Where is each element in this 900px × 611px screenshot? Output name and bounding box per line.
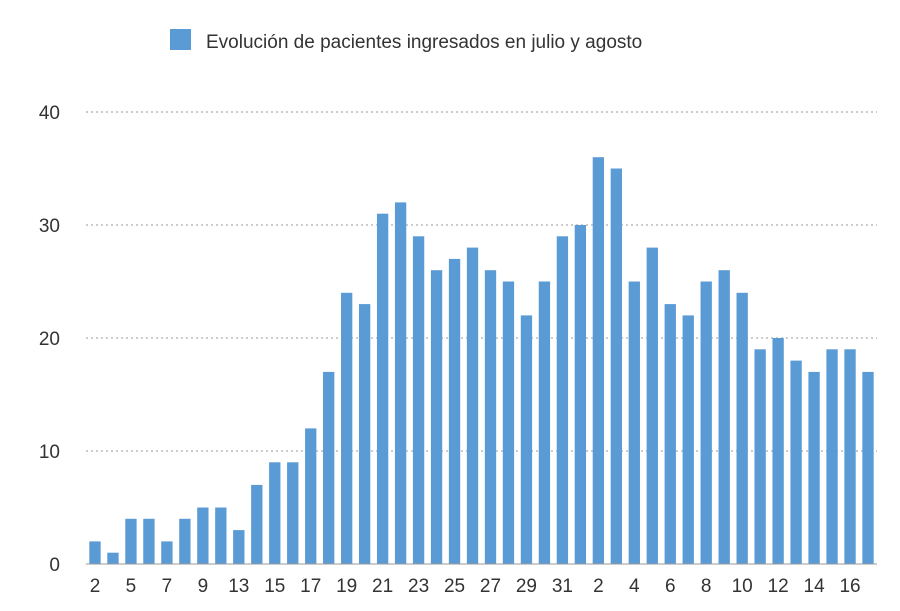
x-tick-label: 25 <box>444 576 465 597</box>
bar <box>89 541 101 564</box>
bar <box>718 270 730 564</box>
bar <box>125 518 137 564</box>
y-tick-label: 40 <box>39 103 60 124</box>
y-tick-label: 10 <box>39 442 60 463</box>
bar <box>826 349 838 564</box>
bar <box>341 292 353 564</box>
x-tick-label: 21 <box>372 576 393 597</box>
bar <box>772 338 784 564</box>
bar <box>269 462 281 564</box>
bar <box>376 213 389 564</box>
x-tick-label: 15 <box>264 576 285 597</box>
bar <box>790 360 802 564</box>
bar <box>143 518 155 564</box>
bar <box>736 292 748 564</box>
bar <box>862 371 874 564</box>
bar <box>287 462 299 564</box>
x-tick-label: 4 <box>629 576 640 597</box>
bar <box>844 349 856 564</box>
bar <box>628 281 640 564</box>
bar <box>502 281 515 564</box>
y-tick-label: 0 <box>49 555 60 576</box>
bar <box>179 518 191 564</box>
bar <box>323 371 335 564</box>
gridlines <box>86 111 877 452</box>
bar <box>161 541 173 564</box>
y-tick-label: 20 <box>39 329 60 350</box>
x-tick-label: 2 <box>90 576 101 597</box>
x-tick-label: 13 <box>228 576 249 597</box>
x-tick-label: 31 <box>552 576 573 597</box>
x-tick-label: 2 <box>593 576 604 597</box>
x-tick-label: 16 <box>839 576 860 597</box>
x-tick-label: 9 <box>198 576 209 597</box>
x-tick-label: 14 <box>804 576 826 597</box>
x-tick-label: 23 <box>408 576 429 597</box>
bar <box>233 530 245 564</box>
x-tick-label: 19 <box>336 576 357 597</box>
bar <box>430 270 443 564</box>
bar <box>394 202 407 564</box>
bar <box>808 371 820 564</box>
bar <box>682 315 694 564</box>
bar <box>448 258 461 564</box>
bar <box>664 304 676 564</box>
bar <box>700 281 712 564</box>
bar <box>610 168 622 564</box>
bar <box>556 236 569 565</box>
x-tick-label: 8 <box>701 576 712 597</box>
bar <box>215 507 227 564</box>
legend: Evolución de pacientes ingresados en jul… <box>170 29 642 53</box>
bar <box>305 428 317 564</box>
x-tick-label: 29 <box>516 576 537 597</box>
bar <box>484 270 497 564</box>
bar <box>251 484 263 564</box>
legend-swatch <box>170 29 191 50</box>
bar <box>466 247 479 564</box>
bar <box>520 315 533 564</box>
bar <box>592 157 605 564</box>
bar <box>197 507 209 564</box>
bar <box>412 236 425 565</box>
y-tick-label: 30 <box>39 216 60 237</box>
y-axis-tick-labels: 0 10 20 30 40 <box>39 103 60 576</box>
x-tick-label: 10 <box>732 576 753 597</box>
x-tick-label: 6 <box>665 576 676 597</box>
x-tick-label: 12 <box>768 576 789 597</box>
x-tick-label: 7 <box>162 576 173 597</box>
bars <box>89 157 874 565</box>
bar <box>358 304 371 564</box>
x-tick-label: 5 <box>126 576 137 597</box>
bar <box>538 281 551 564</box>
bar <box>107 552 119 564</box>
x-tick-label: 17 <box>300 576 321 597</box>
legend-label: Evolución de pacientes ingresados en jul… <box>206 32 642 53</box>
bar <box>754 349 766 564</box>
x-axis-tick-labels: 2 5 7 9 13 15 17 19 21 23 25 27 29 31 2 4 6 8 10 12 14 16 <box>90 576 861 597</box>
x-tick-label: 27 <box>480 576 501 597</box>
bar <box>574 225 587 564</box>
bar <box>646 247 658 564</box>
